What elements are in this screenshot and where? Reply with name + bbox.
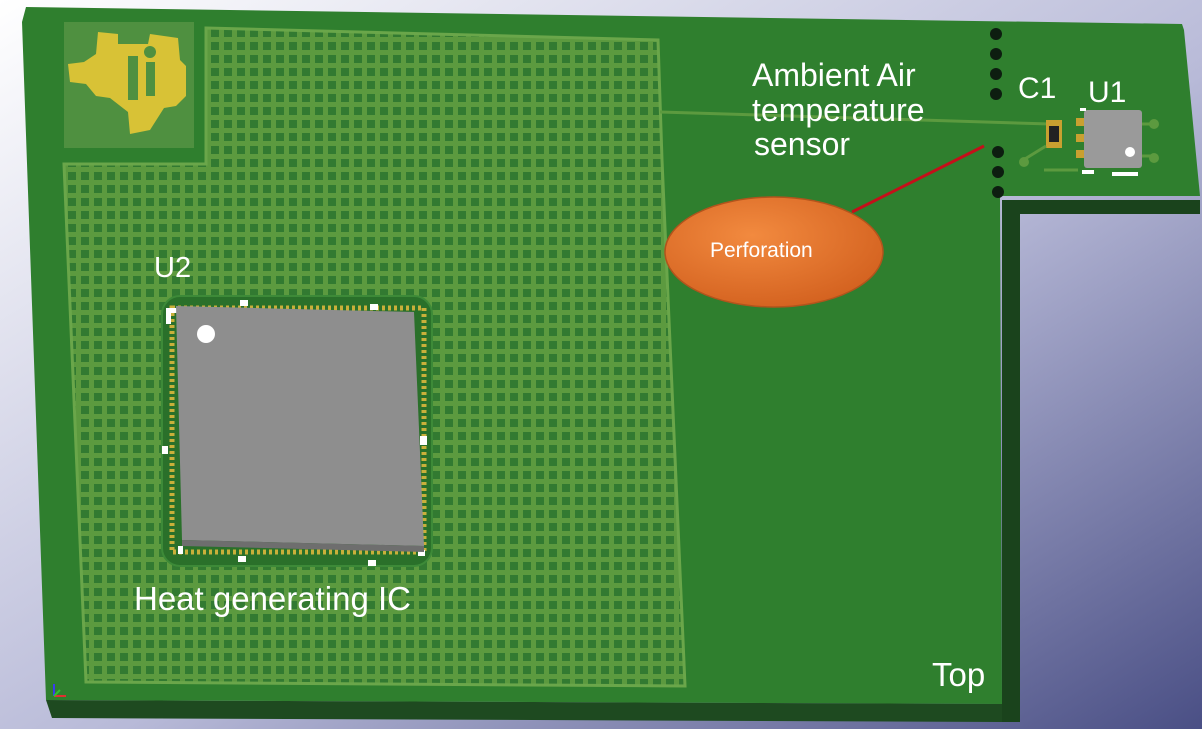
u2-label: U2 [154, 252, 192, 284]
via-hole-icon [992, 186, 1004, 198]
u1-via [1149, 153, 1159, 163]
u1-via [1019, 157, 1029, 167]
via-hole-icon [990, 28, 1002, 40]
via-hole-icon [990, 68, 1002, 80]
trace [659, 110, 1051, 126]
u2-pin1-marker [197, 325, 215, 343]
via-hole-icon [990, 88, 1002, 100]
c1-label: C1 [1018, 72, 1057, 105]
u1-sensor-body [1084, 110, 1142, 168]
c1-body [1049, 126, 1059, 142]
perforation-label: Perforation [710, 239, 813, 262]
u2-ic-body [176, 306, 424, 546]
top-side-label: Top [932, 656, 986, 693]
heat-ic-label: Heat generating IC [134, 580, 412, 617]
u1-pads [1076, 118, 1084, 158]
u2-pad-ring [169, 305, 427, 555]
u1-via [1149, 119, 1159, 129]
axis-indicator-icon [53, 684, 66, 697]
via-hole-icon [990, 48, 1002, 60]
u2-silkscreen [162, 300, 427, 566]
perforation-leader-line [851, 144, 985, 214]
u2-ic-shade [182, 540, 424, 552]
texas-instruments-logo-icon [68, 32, 186, 134]
perforation-callout-bubble [664, 196, 884, 308]
via-hole-icon [992, 146, 1004, 158]
u1-pin1-marker [1125, 147, 1135, 157]
via-hole-icon [992, 166, 1004, 178]
ambient-label-line1: Ambient Air [752, 57, 916, 93]
ambient-label-line3: sensor [754, 126, 851, 162]
u1-label: U1 [1088, 76, 1127, 109]
u1-silkscreen [1080, 108, 1138, 176]
board-edge [46, 700, 1002, 722]
ambient-label-line2: temperature [752, 92, 925, 128]
perforation-holes [990, 28, 1004, 198]
